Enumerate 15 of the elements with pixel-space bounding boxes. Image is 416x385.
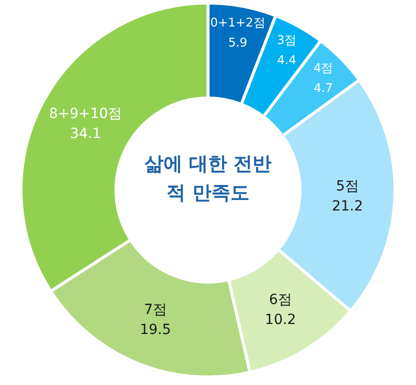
slice-label: 3점	[276, 32, 297, 47]
text: 삶에 대한 전반적 만족도	[143, 152, 273, 206]
slice-label: 7점	[144, 302, 167, 318]
data-label: 21.2	[332, 198, 363, 214]
data-label: 10.2	[264, 312, 296, 328]
slice-label: 6점	[269, 292, 292, 308]
slice-label: 8+9+10점	[49, 106, 122, 122]
data-label: 4.4	[277, 52, 296, 67]
slice-label: 4점	[313, 60, 334, 75]
slice-label: 0+1+2점	[210, 15, 266, 30]
data-label: 5.9	[228, 35, 248, 50]
data-label: 4.7	[314, 80, 333, 95]
data-label: 34.1	[70, 126, 102, 142]
slice-label: 5점	[336, 178, 359, 194]
data-label: 19.5	[140, 322, 172, 338]
